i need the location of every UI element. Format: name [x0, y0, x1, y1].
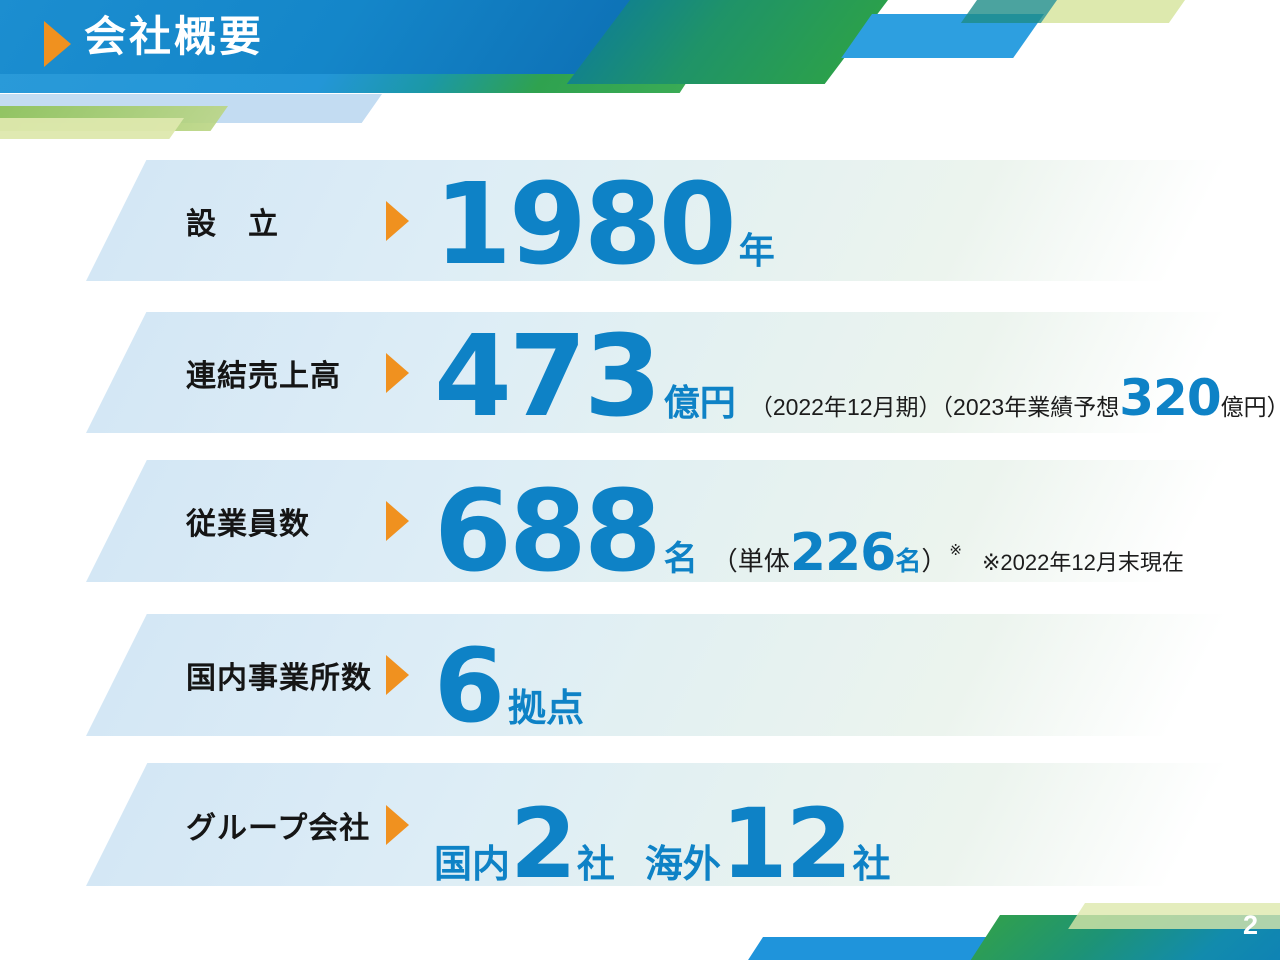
arrow-right-icon	[386, 501, 409, 541]
overseas-unit: 社	[852, 844, 891, 886]
offices-unit: 拠点	[507, 688, 584, 730]
sales-value: 473	[434, 312, 662, 442]
row-established: 設 立 1980 年	[0, 160, 1280, 281]
employees-note: ※2022年12月末現在	[981, 550, 1184, 575]
arrow-right-icon	[386, 655, 409, 695]
row-label: 国内事業所数	[186, 662, 372, 695]
page-number: 2	[1243, 910, 1259, 940]
row-domestic-offices: 国内事業所数 6 拠点	[0, 614, 1280, 738]
domestic-unit: 社	[576, 844, 615, 886]
established-year-value: 1980	[434, 160, 737, 290]
sales-note-suffix: 億円）	[1220, 394, 1280, 420]
row-group-companies: グループ会社 国内 2 社 海外 12 社	[0, 763, 1280, 892]
decor-pale-yellow-band	[0, 118, 185, 139]
row-consolidated-sales: 連結売上高 473 億円 （2022年12月期）（2023年業績予想 320 億…	[0, 312, 1280, 433]
overseas-count: 12	[720, 788, 853, 900]
employees-unit: 名	[663, 540, 698, 578]
domestic-prefix: 国内	[434, 844, 511, 886]
arrow-right-icon	[386, 200, 409, 241]
employees-parent-unit: 名	[895, 546, 922, 576]
row-label: 連結売上高	[186, 359, 341, 393]
employees-value: 688	[434, 467, 662, 597]
sales-note-prefix: （2022年12月期）（2023年業績予想	[749, 394, 1120, 420]
row-label: 従業員数	[186, 508, 310, 541]
arrow-right-icon	[386, 352, 409, 393]
employees-sub-close: ）	[921, 546, 948, 576]
row-label: グループ会社	[186, 811, 371, 845]
row-value: 473 億円 （2022年12月期）（2023年業績予想 320 億円）	[434, 321, 1280, 433]
row-value: 1980 年	[434, 169, 775, 281]
header: 会社概要	[0, 0, 700, 92]
employees-ref-mark: ※	[949, 542, 962, 559]
sales-unit: 億円	[663, 382, 736, 423]
employees-sub-prefix: （単体	[711, 546, 790, 576]
arrow-right-icon	[386, 804, 409, 845]
row-value: 688 名 （単体 226 名 ） ※ ※2022年12月末現在	[434, 476, 1184, 588]
decor-bottom-blue-strip	[748, 937, 1005, 960]
row-label: 設 立	[186, 207, 279, 241]
row-employees: 従業員数 688 名 （単体 226 名 ） ※ ※2022年12月末現在	[0, 460, 1280, 588]
sales-forecast-value: 320	[1119, 369, 1221, 427]
offices-value: 6	[434, 627, 505, 746]
employees-parent-value: 226	[789, 523, 897, 583]
header-bullet-triangle-icon	[44, 21, 71, 67]
decor-pale-yellow-strip-top	[1040, 0, 1185, 23]
domestic-count: 2	[510, 788, 577, 900]
page-title: 会社概要	[84, 13, 265, 60]
row-value: 6 拠点	[434, 636, 584, 738]
established-year-unit: 年	[738, 230, 775, 271]
row-value: 国内 2 社 海外 12 社	[434, 796, 890, 892]
overseas-prefix: 海外	[644, 844, 721, 886]
